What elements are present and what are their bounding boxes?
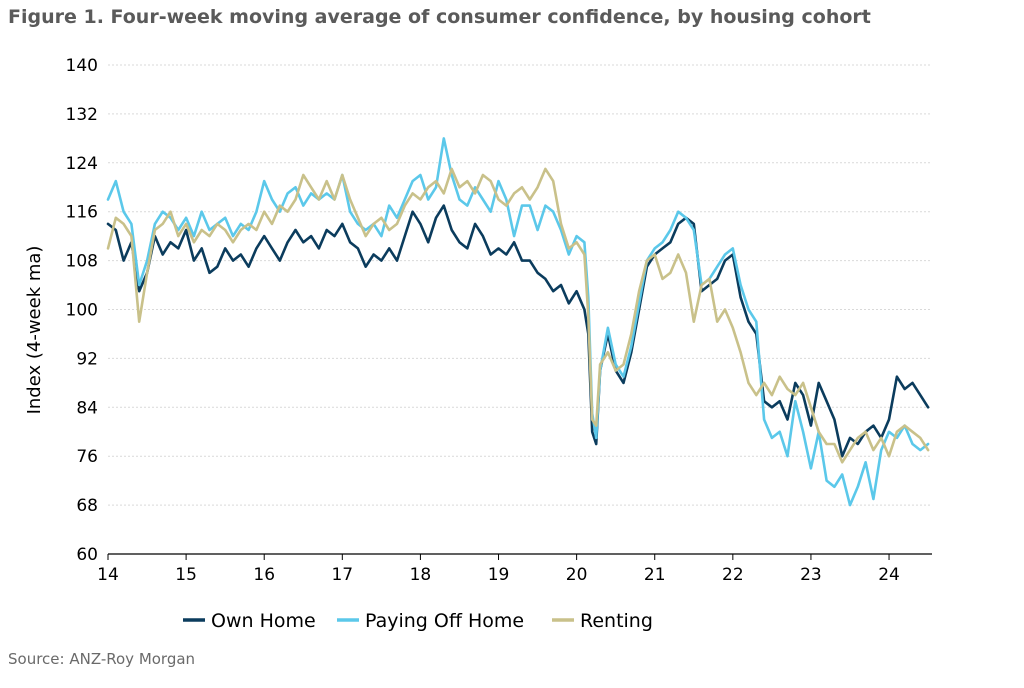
legend-label: Paying Off Home xyxy=(365,610,524,632)
x-tick-label: 24 xyxy=(878,565,900,585)
x-tick-label: 18 xyxy=(410,565,432,585)
y-axis-title: Index (4-week ma) xyxy=(24,246,45,415)
gridlines xyxy=(108,64,932,506)
y-tick-label: 76 xyxy=(76,447,98,467)
y-tick-label: 100 xyxy=(66,301,98,321)
y-tick-label: 92 xyxy=(76,349,98,369)
x-tick-label: 19 xyxy=(488,565,510,585)
y-tick-label: 60 xyxy=(76,545,98,565)
y-tick-label: 108 xyxy=(66,252,98,272)
x-tick-label: 21 xyxy=(644,565,666,585)
x-tick-label: 22 xyxy=(722,565,744,585)
x-tick-label: 23 xyxy=(800,565,822,585)
series-lines xyxy=(106,137,930,507)
x-tick-label: 17 xyxy=(331,565,353,585)
legend-label: Own Home xyxy=(211,610,316,632)
y-tick-label: 116 xyxy=(66,203,98,223)
series-line-renting xyxy=(106,167,930,464)
legend-label: Renting xyxy=(580,610,653,632)
legend: Own Home Paying Off Home Renting xyxy=(183,610,653,632)
x-tick-labels: 14 15 16 17 18 19 20 21 22 23 24 xyxy=(97,565,900,585)
figure-title: Figure 1. Four-week moving average of co… xyxy=(8,6,871,28)
legend-item: Renting xyxy=(552,610,653,632)
series-line-own-home xyxy=(106,204,930,458)
y-tick-label: 84 xyxy=(76,398,98,418)
x-tick-label: 15 xyxy=(175,565,197,585)
x-tick-label: 16 xyxy=(253,565,275,585)
x-tick-label: 20 xyxy=(566,565,588,585)
legend-item: Own Home xyxy=(183,610,316,632)
axes xyxy=(107,553,932,560)
source-note: Source: ANZ-Roy Morgan xyxy=(8,650,196,668)
legend-item: Paying Off Home xyxy=(337,610,524,632)
y-tick-labels: 60 68 76 84 92 100 108 116 124 132 140 xyxy=(66,56,98,565)
y-tick-label: 132 xyxy=(66,105,98,125)
y-tick-label: 68 xyxy=(76,496,98,516)
y-tick-label: 140 xyxy=(66,56,98,76)
series-line-paying-off-home xyxy=(106,137,930,507)
y-tick-label: 124 xyxy=(66,154,98,174)
x-tick-label: 14 xyxy=(97,565,119,585)
